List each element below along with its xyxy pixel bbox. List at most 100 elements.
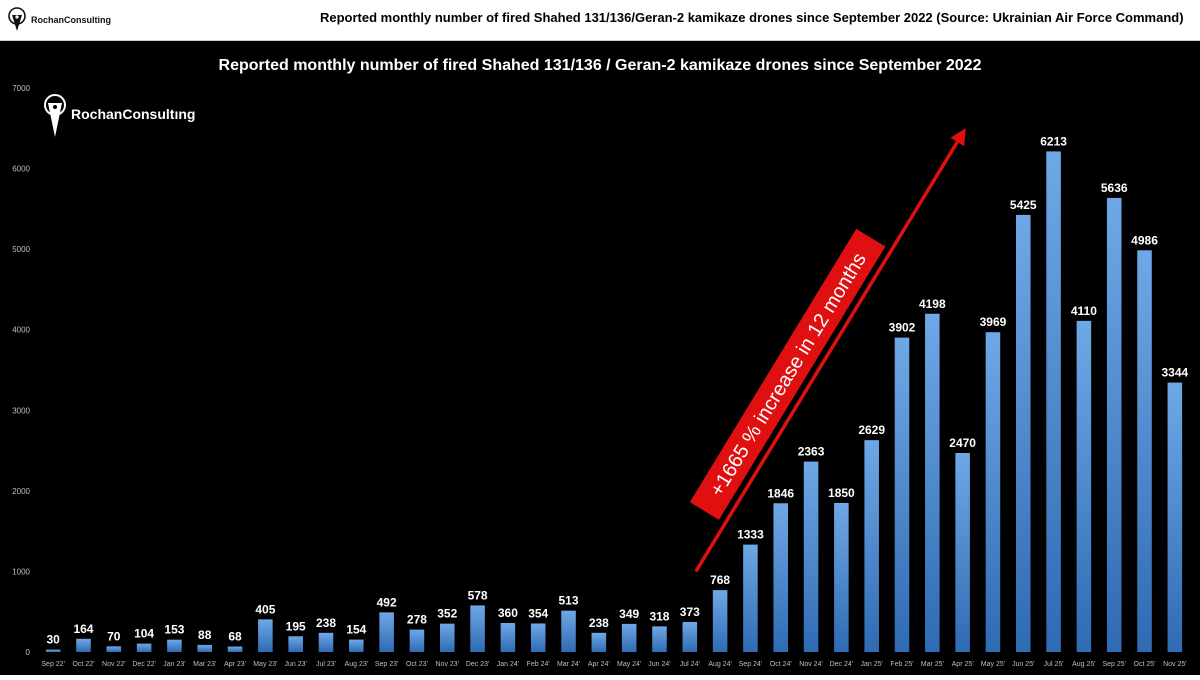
data-label: 1333 xyxy=(737,528,764,542)
chart-title: Reported monthly number of fired Shahed … xyxy=(219,57,982,74)
x-tick-label: Feb 24' xyxy=(527,661,550,668)
pen-nib-logo-icon xyxy=(8,7,26,31)
data-label: 360 xyxy=(498,606,518,620)
bar xyxy=(318,632,334,652)
x-tick-label: Jun 23' xyxy=(285,661,307,668)
x-tick-label: Nov 23' xyxy=(436,661,460,668)
bar xyxy=(470,605,485,652)
bar xyxy=(439,623,455,652)
x-tick-label: Mar 24' xyxy=(557,661,580,668)
bar xyxy=(864,440,879,652)
y-tick-label: 5000 xyxy=(12,245,30,254)
growth-annotation: +1665 % increase in 12 months xyxy=(689,128,966,573)
data-label: 278 xyxy=(407,613,427,627)
y-tick-label: 0 xyxy=(26,648,31,657)
data-label: 6213 xyxy=(1040,134,1067,148)
bar xyxy=(591,632,607,652)
growth-label-text: +1665 % increase in 12 months xyxy=(706,249,871,500)
data-label: 492 xyxy=(377,595,397,609)
bar xyxy=(500,622,516,652)
bar xyxy=(712,590,728,652)
x-tick-label: Oct 24' xyxy=(770,661,792,668)
bar xyxy=(258,619,273,652)
data-label: 2470 xyxy=(949,436,976,450)
pen-nib-logo-icon xyxy=(44,94,66,137)
data-label: 3969 xyxy=(980,315,1007,329)
x-tick-label: Mar 23' xyxy=(193,661,216,668)
bar xyxy=(773,503,789,652)
bar xyxy=(106,646,122,652)
data-label: 3344 xyxy=(1161,366,1188,380)
data-label: 4198 xyxy=(919,297,946,311)
data-label: 2363 xyxy=(798,445,825,459)
data-label: 30 xyxy=(46,633,60,647)
data-label: 318 xyxy=(649,609,669,623)
data-label: 1846 xyxy=(767,486,794,500)
data-label: 153 xyxy=(164,623,184,637)
y-tick-label: 2000 xyxy=(12,487,30,496)
x-tick-label: Dec 22' xyxy=(132,661,156,668)
header-bar: RochanConsulting Reported monthly number… xyxy=(0,0,1200,41)
data-label: 70 xyxy=(107,629,121,643)
bar xyxy=(894,337,910,652)
y-axis: 0 1000 2000 3000 4000 5000 6000 7000 xyxy=(12,84,30,657)
bar xyxy=(1167,382,1183,652)
x-tick-label: Jul 23' xyxy=(316,661,336,668)
data-label: 352 xyxy=(437,607,457,621)
data-label: 104 xyxy=(134,627,154,641)
x-tick-label: Aug 25' xyxy=(1072,661,1096,668)
data-label: 238 xyxy=(589,616,609,630)
bar xyxy=(1076,320,1092,652)
arrow-head-icon xyxy=(950,128,966,147)
data-label: 2629 xyxy=(858,423,885,437)
bar xyxy=(349,639,364,652)
x-tick-label: Aug 23' xyxy=(345,661,369,668)
x-tick-label: Apr 25' xyxy=(952,661,974,668)
data-label: 68 xyxy=(228,630,242,644)
data-label: 4986 xyxy=(1131,233,1158,247)
y-tick-label: 4000 xyxy=(12,326,30,335)
bar xyxy=(652,626,667,652)
bar xyxy=(136,643,152,652)
data-label: 5636 xyxy=(1101,181,1128,195)
bar xyxy=(379,612,394,652)
data-label: 513 xyxy=(559,594,579,608)
x-tick-label: Sep 23' xyxy=(375,661,399,668)
data-label: 768 xyxy=(710,573,730,587)
y-tick-label: 7000 xyxy=(12,84,30,93)
chart-area: Reported monthly number of fired Shahed … xyxy=(0,41,1200,675)
header-logo: RochanConsulting xyxy=(6,6,111,34)
bar xyxy=(409,629,425,652)
x-tick-label: Apr 23' xyxy=(224,661,246,668)
data-label: 578 xyxy=(468,588,488,602)
bars: 30 Sep 22' 164 Oct 22' 70 Nov 22' 104 Dec 22' 15… xyxy=(41,134,1188,668)
y-tick-label: 1000 xyxy=(12,567,30,576)
x-tick-label: Nov 22' xyxy=(102,661,126,668)
bar xyxy=(803,461,819,652)
bar xyxy=(985,332,1001,652)
x-tick-label: Apr 24' xyxy=(588,661,610,668)
data-label: 3902 xyxy=(889,321,916,335)
growth-label-box xyxy=(689,228,886,520)
x-tick-label: May 24' xyxy=(617,661,641,668)
x-tick-label: Oct 22' xyxy=(72,661,94,668)
data-label: 1850 xyxy=(828,486,855,500)
data-label: 405 xyxy=(255,602,275,616)
x-tick-label: Oct 23' xyxy=(406,661,428,668)
x-tick-label: Jun 25' xyxy=(1012,661,1034,668)
bar xyxy=(1015,214,1031,652)
bar xyxy=(682,621,698,652)
x-tick-label: Jan 24' xyxy=(497,661,519,668)
x-tick-label: Jul 25' xyxy=(1044,661,1064,668)
data-label: 238 xyxy=(316,616,336,630)
y-tick-label: 3000 xyxy=(12,406,30,415)
y-tick-label: 6000 xyxy=(12,165,30,174)
bar xyxy=(1106,197,1122,653)
bar xyxy=(925,313,940,652)
data-label: 354 xyxy=(528,606,548,620)
bar xyxy=(955,452,970,652)
bar xyxy=(197,644,213,652)
header-logo-text: RochanConsulting xyxy=(31,15,111,25)
data-label: 154 xyxy=(346,623,366,637)
x-tick-label: May 25' xyxy=(981,661,1005,668)
